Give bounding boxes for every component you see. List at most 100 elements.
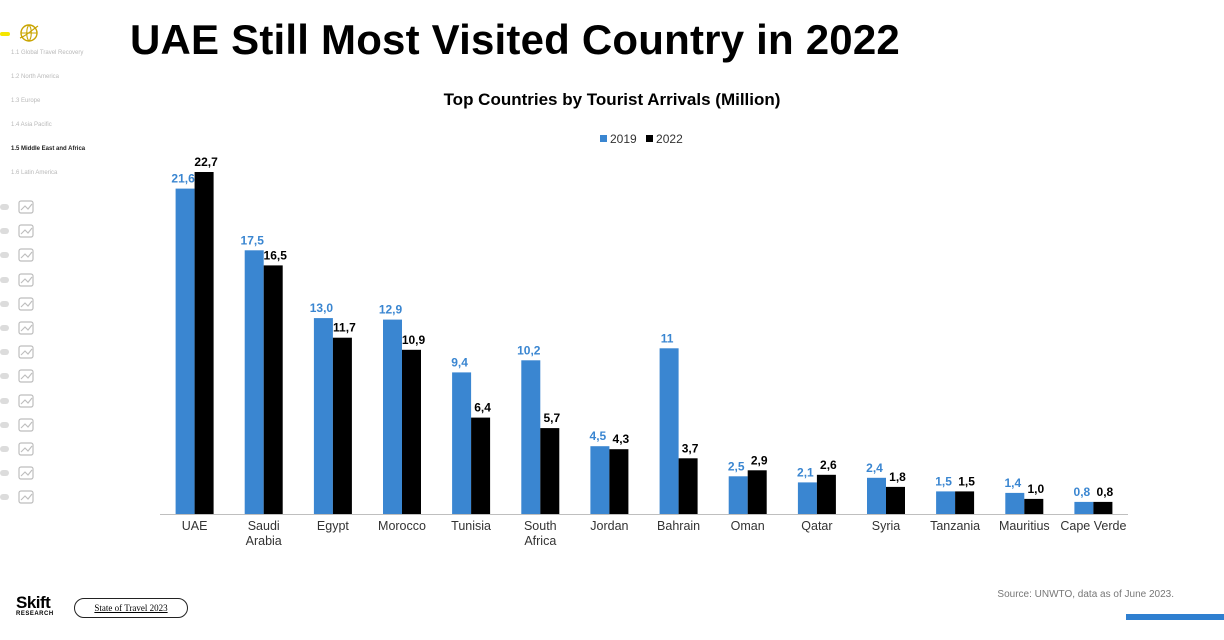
nav-row-meeting[interactable] [0, 392, 60, 410]
bar-2022-tanzania [955, 491, 975, 514]
bar-2019-tanzania [936, 491, 956, 514]
legend-swatch-2022 [646, 135, 654, 142]
nav-row-vacation-rental[interactable] [0, 343, 60, 361]
nav-row-car[interactable] [0, 488, 60, 506]
nav-pill [0, 325, 9, 331]
active-indicator [0, 32, 10, 36]
nav-row-hotel-bell[interactable] [0, 319, 60, 337]
bar-2019-egypt [313, 318, 333, 514]
data-label-2022-uae: 22,7 [194, 155, 218, 169]
bar-2022-mauritius [1024, 498, 1044, 514]
bar-2022-tunisia [471, 417, 491, 514]
x-tick-label-tunisia: Tunisia [451, 519, 491, 533]
bar-2022-oman [747, 470, 767, 514]
laptop-icon[interactable] [16, 367, 36, 390]
data-label-2019-south-africa: 10,2 [517, 343, 541, 357]
nav-row-tools[interactable] [0, 440, 60, 458]
nav-pill [0, 300, 9, 307]
data-label-2019-saudi-arabia: 17,5 [241, 233, 265, 247]
nav-pill [0, 228, 9, 235]
nav-row-calendar[interactable] [0, 416, 60, 434]
data-label-2022-morocco: 10,9 [402, 333, 426, 347]
nav-pill [0, 204, 9, 210]
bar-2019-tunisia [452, 372, 472, 514]
nav-row-people[interactable] [0, 222, 60, 240]
nav-pill [0, 421, 9, 428]
chart-legend: 2019 2022 [600, 132, 689, 146]
tools-icon[interactable] [16, 440, 36, 463]
bar-2019-mauritius [1005, 492, 1025, 514]
nav-pill [0, 349, 9, 356]
data-label-2019-oman: 2,5 [728, 459, 745, 473]
nav-row-group[interactable] [0, 246, 60, 264]
data-label-2022-syria: 1,8 [889, 470, 906, 484]
source-note: Source: UNWTO, data as of June 2023. [997, 589, 1174, 600]
x-tick-label-mauritius: Mauritius [999, 519, 1050, 533]
calendar-icon[interactable] [16, 416, 36, 439]
sidebar-section-north-america[interactable]: 1.2 North America [11, 74, 60, 80]
data-label-2022-cape-verde: 0,8 [1097, 485, 1114, 499]
nav-row-cruise-ship[interactable] [0, 464, 60, 482]
nav-pill [0, 397, 9, 404]
group-icon[interactable] [16, 246, 36, 269]
x-tick-label-south-africa: Africa [524, 534, 556, 548]
data-label-2022-egypt: 11,7 [333, 321, 356, 335]
nav-row-laptop[interactable] [0, 367, 60, 385]
brand-name: Skift [16, 593, 51, 612]
data-label-2019-syria: 2,4 [866, 461, 883, 475]
x-tick-label-south-africa: South [524, 519, 557, 533]
sidebar-section-asia-pacific[interactable]: 1.4 Asia Pacific [11, 122, 52, 128]
cruise-ship-icon[interactable] [16, 464, 36, 487]
data-label-2022-jordan: 4,3 [613, 432, 630, 446]
x-tick-label-qatar: Qatar [801, 519, 832, 533]
x-tick-label-morocco: Morocco [378, 519, 426, 533]
hotel-bell-icon[interactable] [16, 319, 36, 342]
meeting-icon[interactable] [16, 392, 36, 415]
nav-pill [0, 252, 9, 259]
legend-label-2019: 2019 [610, 132, 637, 146]
progress-bar [1126, 614, 1224, 620]
data-label-2019-jordan: 4,5 [590, 429, 607, 443]
data-label-2019-tanzania: 1,5 [935, 474, 952, 488]
sidebar-section-global-travel-recovery[interactable]: 1.1 Global Travel Recovery [11, 50, 84, 56]
car-icon[interactable] [16, 488, 36, 511]
x-tick-label-tanzania: Tanzania [930, 519, 980, 533]
sidebar-section-latin-america[interactable]: 1.6 Latin America [11, 170, 58, 176]
vacation-rental-icon[interactable] [16, 343, 36, 366]
globe-icon[interactable] [18, 22, 40, 49]
legend-swatch-2019 [600, 135, 607, 142]
sidebar-section-middle-east-africa[interactable]: 1.5 Middle East and Africa [11, 146, 86, 152]
data-label-2022-south-africa: 5,7 [543, 411, 560, 425]
sidebar-section-europe[interactable]: 1.3 Europe [11, 98, 41, 104]
bar-2019-oman [728, 476, 748, 514]
report-link-button[interactable]: State of Travel 2023 [74, 598, 188, 618]
bar-2022-south-africa [540, 428, 560, 514]
piggy-bank-icon[interactable] [16, 271, 36, 294]
bar-2019-jordan [590, 446, 610, 514]
skift-logo: Skift RESEARCH [16, 594, 54, 617]
chart-title-text: Top Countries by Tourist Arrivals (Milli… [443, 90, 781, 109]
bar-2019-syria [867, 477, 886, 514]
bar-2019-morocco [383, 319, 402, 514]
x-tick-label-oman: Oman [731, 519, 765, 533]
nav-row-chart[interactable] [0, 198, 60, 216]
nav-pill [0, 494, 9, 501]
data-label-2022-tunisia: 6,4 [474, 401, 491, 415]
people-icon[interactable] [16, 222, 36, 245]
bar-2022-qatar [816, 474, 836, 514]
bar-2019-south-africa [521, 360, 541, 514]
legend-item-2022: 2022 [646, 132, 683, 146]
data-label-2022-oman: 2,9 [751, 453, 768, 467]
nav-pill [0, 373, 9, 380]
chart-icon[interactable] [16, 198, 36, 221]
nav-row-piggy-bank[interactable] [0, 271, 60, 289]
bar-2022-egypt [332, 337, 352, 514]
sidebar: 1.1 Global Travel Recovery 1.2 North Ame… [0, 0, 100, 640]
nav-row-airplane[interactable] [0, 295, 60, 313]
x-tick-label-bahrain: Bahrain [657, 519, 700, 533]
data-label-2022-mauritius: 1,0 [1027, 482, 1044, 496]
airplane-icon[interactable] [16, 295, 36, 318]
data-label-2022-qatar: 2,6 [820, 458, 837, 472]
x-tick-label-egypt: Egypt [317, 519, 349, 533]
